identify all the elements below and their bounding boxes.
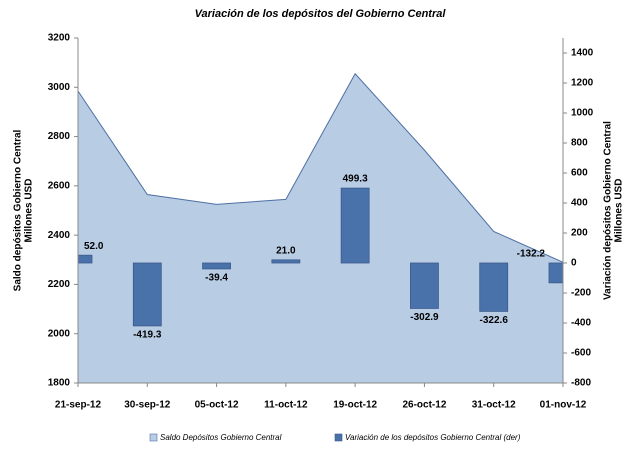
data-label: -302.9	[410, 312, 439, 323]
data-label: -419.3	[133, 330, 162, 341]
y2-tick-label: -800	[571, 378, 591, 389]
y2-axis-label: Millones USD	[614, 179, 625, 243]
legend-label: Variación de los depósitos Gobierno Cent…	[345, 433, 521, 442]
y-tick-label: 3000	[48, 82, 71, 93]
data-label: 21.0	[276, 245, 296, 256]
bar	[271, 259, 301, 264]
y-tick-label: 2600	[48, 180, 71, 191]
x-tick-label: 05-oct-12	[195, 400, 239, 411]
bar	[548, 262, 563, 284]
y2-tick-label: -400	[571, 318, 591, 329]
x-tick-label: 19-oct-12	[333, 400, 377, 411]
x-tick-label: 21-sep-12	[55, 400, 102, 411]
data-label: 499.3	[343, 174, 368, 185]
y-axis-label: Millones USD	[24, 179, 35, 243]
area	[78, 73, 563, 383]
bar	[410, 262, 439, 309]
y2-tick-label: 200	[571, 228, 588, 239]
y2-tick-label: 0	[571, 258, 577, 269]
data-label: -39.4	[205, 273, 228, 284]
y-tick-label: 3200	[48, 33, 71, 44]
data-label: 52.0	[84, 241, 104, 252]
y2-tick-label: 1400	[571, 48, 594, 59]
y2-tick-label: 1000	[571, 108, 594, 119]
y2-tick-label: 1200	[571, 78, 594, 89]
y2-tick-label: -600	[571, 348, 591, 359]
x-tick-label: 26-oct-12	[402, 400, 446, 411]
y2-tick-label: -200	[571, 288, 591, 299]
y2-axis-label: Variación depósitos Gobierno Central	[603, 121, 614, 300]
x-tick-label: 01-nov-12	[540, 400, 587, 411]
bar	[78, 254, 93, 264]
y-tick-label: 2200	[48, 279, 71, 290]
x-tick-label: 30-sep-12	[124, 400, 171, 411]
y2-tick-label: 600	[571, 168, 588, 179]
bar	[479, 262, 509, 312]
y-tick-label: 2800	[48, 131, 71, 142]
y-tick-label: 2000	[48, 328, 71, 339]
x-tick-label: 11-oct-12	[264, 400, 308, 411]
data-label: -322.6	[480, 315, 509, 326]
bar	[132, 262, 162, 327]
legend-swatch	[334, 433, 343, 442]
y2-tick-label: 400	[571, 198, 588, 209]
bar	[340, 187, 370, 264]
y2-tick-label: 800	[571, 138, 588, 149]
y-axis-label: Saldo depósitos Gobierno Central	[13, 129, 24, 291]
chart-title: Variación de los depósitos del Gobierno …	[195, 8, 447, 20]
data-label: -132.2	[517, 249, 546, 260]
y-tick-label: 2400	[48, 230, 71, 241]
legend-label: Saldo Depósitos Gobierno Central	[160, 433, 282, 442]
legend-swatch	[149, 433, 158, 442]
bar	[202, 262, 231, 270]
x-tick-label: 31-oct-12	[472, 400, 516, 411]
plot-area	[78, 72, 563, 383]
y-tick-label: 1800	[48, 378, 71, 389]
area-line	[78, 72, 563, 263]
